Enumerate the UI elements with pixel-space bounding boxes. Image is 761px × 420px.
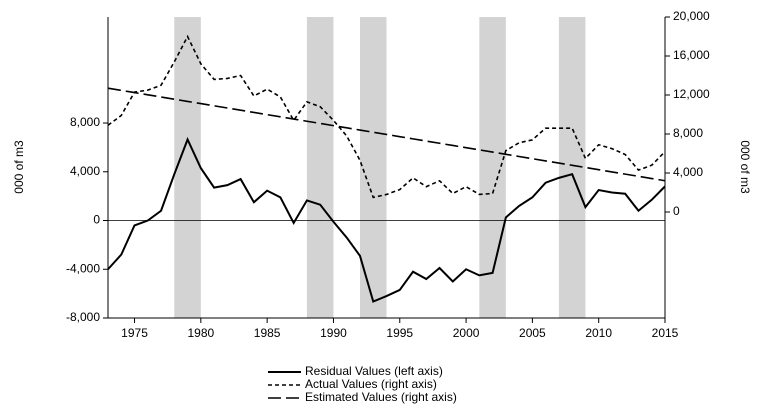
legend-label: Actual Values (right axis) [305,377,437,391]
y2-tick-label: 8,000 [673,126,703,140]
y2-tick-label: 4,000 [673,165,703,179]
x-tick-label: 1975 [121,326,148,340]
x-tick-label: 1980 [187,326,214,340]
x-tick-label: 1995 [386,326,413,340]
y2-tick-label: 20,000 [673,9,710,23]
shaded-period [174,17,201,318]
series-line [107,34,666,199]
x-tick-label: 2010 [585,326,612,340]
legend-label: Residual Values (left axis) [305,364,443,378]
y-tick-label: 8,000 [70,115,100,129]
x-tick-label: 1985 [254,326,281,340]
y-tick-label: -8,000 [66,310,100,324]
y2-tick-label: 16,000 [673,48,710,62]
x-tick-label: 2015 [652,326,679,340]
y2-tick-label: 12,000 [673,87,710,101]
y-tick-label: 0 [93,213,100,227]
y-axis-label: 000 of m3 [12,140,26,194]
y2-axis-label: 000 of m3 [738,140,752,194]
series-line [107,87,666,182]
x-tick-label: 1990 [320,326,347,340]
y2-tick-label: 0 [673,204,680,218]
shaded-period [479,17,506,318]
y-tick-label: 4,000 [70,164,100,178]
shaded-period [306,17,334,318]
legend-label: Estimated Values (right axis) [305,390,457,404]
x-tick-label: 2005 [519,326,546,340]
series-line [107,136,666,303]
x-tick-label: 2000 [453,326,480,340]
y-tick-label: -4,000 [66,261,100,275]
